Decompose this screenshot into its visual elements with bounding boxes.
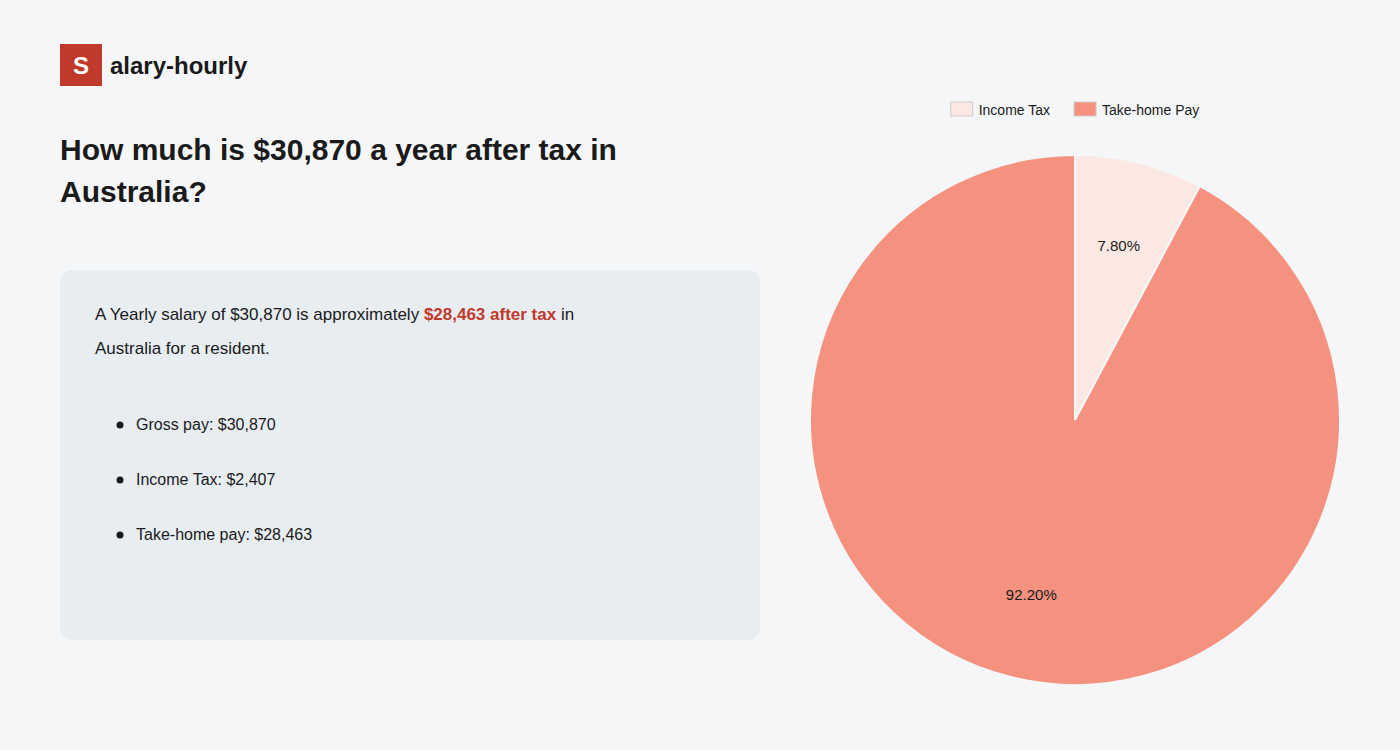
title: How much is $30,870 a year after tax in A… [60,133,617,208]
chart: Salary-hourly How much is $30,870 a year … [0,0,1400,750]
title-line: Australia? [60,175,207,208]
body-highlight: $28,463 after tax [424,305,557,324]
data-labels: 7.80% 92.20% [1006,237,1140,604]
legend: Income Tax Take-home Pay [951,102,1200,118]
bullet-dot [117,422,124,429]
bullet-dot [117,477,124,484]
legend-label: Income Tax [979,102,1050,118]
legend-swatch [951,102,973,116]
body-text: in [556,305,574,324]
legend-swatch [1074,102,1096,116]
bullet-dot [117,532,124,539]
body-text: A Yearly salary of $30,870 is approximat… [95,305,424,324]
legend-item: Take-home Pay [1074,102,1199,118]
bullet-text: Take-home pay: $28,463 [136,526,312,543]
background [0,0,1400,750]
legend-item: Income Tax [951,102,1050,118]
pie [810,155,1340,685]
logo-box [60,44,102,86]
info-box [60,270,760,640]
body-text: Australia for a resident. [95,339,270,358]
pie-slice [810,155,1340,685]
logo: Salary-hourly [60,44,248,86]
title-line: How much is $30,870 a year after tax in [60,133,617,166]
bullet-text: Gross pay: $30,870 [136,416,276,433]
data-label: 92.20% [1006,586,1057,603]
legend-label: Take-home Pay [1102,102,1199,118]
logo-letter: S [73,52,89,79]
data-label: 7.80% [1097,237,1140,254]
logo-text: alary-hourly [110,52,248,79]
body-line: A Yearly salary of $30,870 is approximat… [95,305,574,324]
bullet-text: Income Tax: $2,407 [136,471,275,488]
